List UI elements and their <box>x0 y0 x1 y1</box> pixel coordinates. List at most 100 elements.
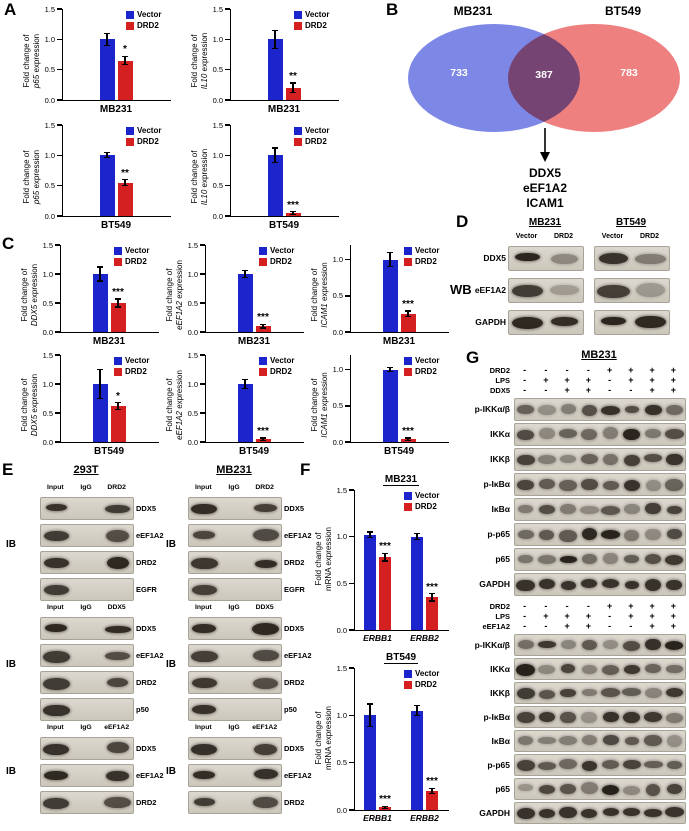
legend-swatch-vector <box>259 247 267 255</box>
band <box>514 253 541 262</box>
ip-blot-EGFR <box>40 578 134 601</box>
venn-diagram: MB231 BT549 733 387 783 DDX5 eEF1A2 ICAM… <box>398 4 689 234</box>
y-tick <box>200 383 205 385</box>
ip-blot-DDX5 <box>40 497 134 520</box>
condition-sign: - <box>565 601 569 611</box>
band <box>538 405 556 415</box>
condition-sign: + <box>649 621 655 631</box>
band <box>517 404 534 415</box>
bar-drd2 <box>110 303 126 332</box>
error-cap <box>272 147 278 149</box>
band <box>560 404 576 415</box>
g-blot-IKKα <box>514 423 686 446</box>
band <box>192 623 217 634</box>
band <box>537 762 556 770</box>
wb-blot-DDX5 <box>594 246 670 271</box>
bar-vector <box>411 710 423 810</box>
y-tick <box>225 154 230 157</box>
error-bar <box>389 367 391 372</box>
error-bar <box>431 593 433 602</box>
bar-drd2 <box>285 87 301 100</box>
g-blot-p65 <box>514 778 686 800</box>
band <box>538 689 556 699</box>
band <box>512 317 543 329</box>
y-axis-label: Fold change of mRNA expression <box>314 526 333 592</box>
error-cap <box>429 593 435 595</box>
band <box>191 743 218 755</box>
band <box>537 736 557 744</box>
band <box>665 405 683 415</box>
legend-label: Vector <box>270 356 295 365</box>
venn-right-count: 783 <box>620 67 638 79</box>
band <box>623 785 641 795</box>
band <box>559 529 577 542</box>
error-bar <box>244 379 246 389</box>
band <box>602 808 619 816</box>
band <box>559 480 577 491</box>
band <box>582 688 597 697</box>
band <box>645 528 661 541</box>
band <box>624 736 640 746</box>
blot-row-label: p50 <box>136 705 149 714</box>
condition-sign: - <box>586 601 590 611</box>
y-tick <box>349 761 354 764</box>
band <box>516 712 535 723</box>
band <box>666 783 683 794</box>
band <box>516 808 535 820</box>
error-cap <box>272 162 278 164</box>
g-blot-p-IκBα <box>514 706 686 728</box>
band <box>666 505 683 515</box>
g-blot-IκBα <box>514 730 686 752</box>
blot-row-label: IκBα <box>491 736 510 746</box>
blot-row-label: GAPDH <box>479 579 510 589</box>
band <box>645 638 661 651</box>
condition-sign: + <box>628 601 634 611</box>
significance-marker: *** <box>402 426 414 437</box>
category-label: ERBB1 <box>363 813 392 823</box>
panel-a-letter: A <box>4 0 17 19</box>
category-label: ERBB2 <box>410 813 439 823</box>
legend-swatch-vector <box>404 492 412 500</box>
chart-eef1a2-mb231: Fold change of eEF1A2 expression 0.0 0.5 1.0… <box>165 241 307 348</box>
g-blot-p65 <box>514 548 686 571</box>
band <box>516 760 535 771</box>
axes <box>350 245 449 333</box>
condition-sign: + <box>628 365 634 375</box>
legend-swatch-drd2 <box>259 258 267 266</box>
band <box>581 579 598 589</box>
axes <box>350 355 449 443</box>
band <box>43 557 69 568</box>
band <box>538 784 556 794</box>
band <box>44 770 69 781</box>
error-cap <box>414 705 420 707</box>
g-blot-IκBα <box>514 498 686 521</box>
g-blot-p-p65 <box>514 523 686 546</box>
band <box>666 453 683 466</box>
band <box>190 557 218 570</box>
band <box>645 502 662 515</box>
chart-ddx5-mb231: Fold change of DDX5 expression 0.0 0.5 1.0 1.… <box>20 241 162 348</box>
bar-vector <box>267 155 283 216</box>
ip-lane-label: Input <box>47 484 64 491</box>
error-cap <box>115 408 121 411</box>
band <box>43 797 70 809</box>
band <box>645 663 661 674</box>
panel-e-letter: E <box>2 460 14 479</box>
blot-row-label: IκBα <box>491 504 510 514</box>
error-cap <box>414 714 420 716</box>
band <box>667 528 682 539</box>
bar-vector <box>382 259 398 332</box>
condition-label: DRD2 <box>489 366 510 375</box>
ip-lane-label: IgG <box>80 724 92 731</box>
error-cap <box>122 64 128 66</box>
y-tick-label: 1.0 <box>336 710 347 720</box>
band <box>538 427 556 440</box>
band <box>253 797 278 808</box>
band <box>580 506 599 514</box>
legend-label: DRD2 <box>415 257 437 266</box>
cell-line-label: BT549 <box>383 446 414 457</box>
ip-lane-label: IgG <box>228 604 240 611</box>
band <box>560 455 576 464</box>
error-cap <box>260 437 266 439</box>
band <box>559 503 577 515</box>
